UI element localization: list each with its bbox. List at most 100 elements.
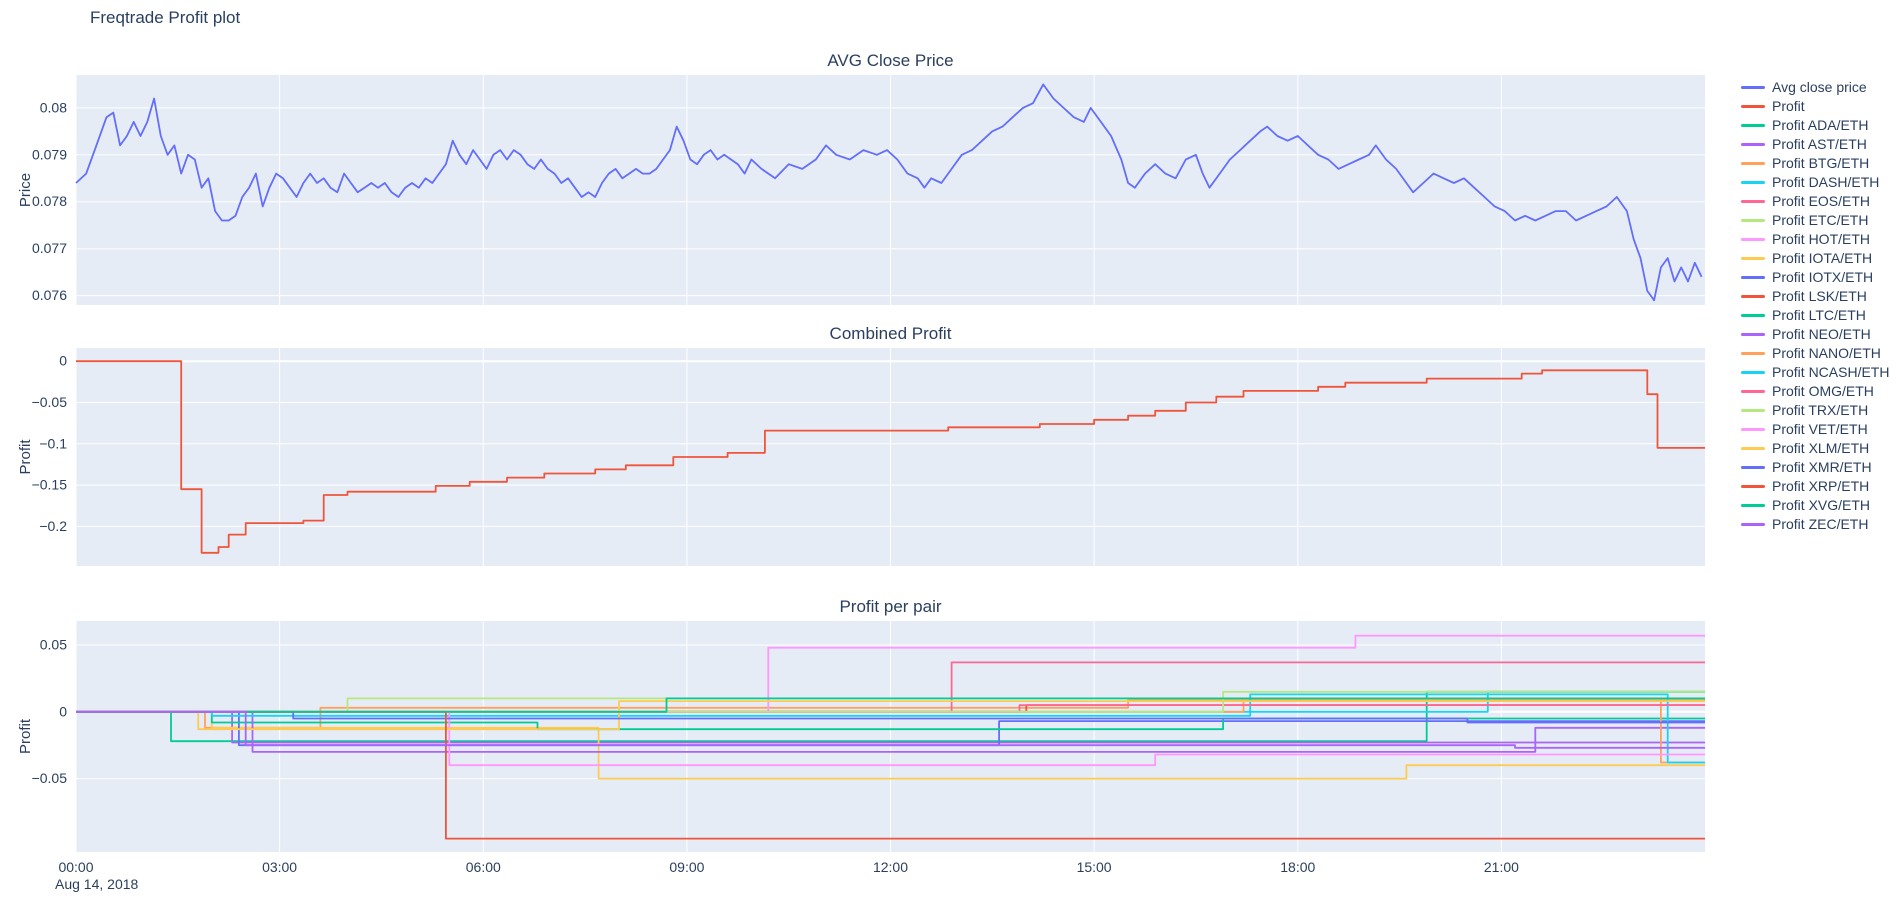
legend-label: Profit BTG/ETH	[1772, 155, 1870, 171]
subplot-title: AVG Close Price	[827, 51, 953, 70]
legend-item-profit-vet-eth[interactable]: Profit VET/ETH	[1741, 420, 1889, 439]
x-tick-label: 03:00	[262, 859, 297, 875]
legend-label: Profit XLM/ETH	[1772, 440, 1870, 456]
legend-item-profit-iota-eth[interactable]: Profit IOTA/ETH	[1741, 249, 1889, 268]
series-avg-close-price	[75, 83, 1703, 302]
legend-item-profit-xrp-eth[interactable]: Profit XRP/ETH	[1741, 477, 1889, 496]
y-tick-label: 0	[59, 353, 67, 369]
legend-item-profit-eos-eth[interactable]: Profit EOS/ETH	[1741, 192, 1889, 211]
legend-label: Profit LSK/ETH	[1772, 288, 1867, 304]
y-axis-title: Price	[17, 173, 34, 207]
legend-item-profit-zec-eth[interactable]: Profit ZEC/ETH	[1741, 515, 1889, 534]
y-tick-label: 0.079	[32, 146, 67, 162]
legend-line-swatch	[1741, 257, 1765, 260]
y-tick-label: 0.05	[40, 637, 67, 653]
legend-label: Profit TRX/ETH	[1772, 402, 1869, 418]
x-tick-label: 09:00	[669, 859, 704, 875]
legend-line-swatch	[1741, 333, 1765, 336]
legend-line-swatch	[1741, 219, 1765, 222]
figure-title: Freqtrade Profit plot	[90, 8, 241, 27]
legend-line-swatch	[1741, 314, 1765, 317]
legend-label: Profit ETC/ETH	[1772, 212, 1869, 228]
legend-label: Profit VET/ETH	[1772, 421, 1868, 437]
y-tick-label: −0.05	[32, 770, 68, 786]
legend-line-swatch	[1741, 86, 1765, 89]
legend-label: Profit DASH/ETH	[1772, 174, 1880, 190]
legend-line-swatch	[1741, 162, 1765, 165]
legend-label: Profit IOTA/ETH	[1772, 250, 1873, 266]
y-tick-label: 0	[59, 703, 67, 719]
legend-line-swatch	[1741, 181, 1765, 184]
legend-label: Profit ZEC/ETH	[1772, 516, 1869, 532]
legend-line-swatch	[1741, 238, 1765, 241]
y-tick-label: 0.078	[32, 193, 67, 209]
legend-label: Profit	[1772, 98, 1805, 114]
legend-label: Profit HOT/ETH	[1772, 231, 1871, 247]
y-tick-label: −0.2	[39, 518, 67, 534]
legend: Avg close price Profit Profit ADA/ETH Profi…	[1741, 78, 1889, 534]
y-tick-label: −0.05	[32, 394, 68, 410]
legend-line-swatch	[1741, 428, 1765, 431]
legend-item-profit-ada-eth[interactable]: Profit ADA/ETH	[1741, 116, 1889, 135]
x-tick-label: 12:00	[873, 859, 908, 875]
legend-line-swatch	[1741, 485, 1765, 488]
legend-item-profit-ast-eth[interactable]: Profit AST/ETH	[1741, 135, 1889, 154]
legend-line-swatch	[1741, 143, 1765, 146]
legend-label: Profit EOS/ETH	[1772, 193, 1871, 209]
y-tick-label: 0.076	[32, 287, 67, 303]
legend-item-profit-omg-eth[interactable]: Profit OMG/ETH	[1741, 382, 1889, 401]
legend-label: Avg close price	[1772, 79, 1867, 95]
legend-line-swatch	[1741, 124, 1765, 127]
legend-label: Profit ADA/ETH	[1772, 117, 1869, 133]
legend-line-swatch	[1741, 523, 1765, 526]
y-tick-label: 0.08	[40, 99, 67, 115]
y-tick-label: −0.15	[32, 477, 68, 493]
legend-label: Profit NANO/ETH	[1772, 345, 1881, 361]
legend-item-profit-trx-eth[interactable]: Profit TRX/ETH	[1741, 401, 1889, 420]
subplot-title: Profit per pair	[839, 597, 941, 616]
legend-line-swatch	[1741, 466, 1765, 469]
legend-item-profit-ltc-eth[interactable]: Profit LTC/ETH	[1741, 306, 1889, 325]
x-tick-label: 06:00	[466, 859, 501, 875]
legend-label: Profit NEO/ETH	[1772, 326, 1871, 342]
x-tick-label: 00:00	[58, 859, 93, 875]
x-tick-label: 21:00	[1484, 859, 1519, 875]
legend-item-profit-hot-eth[interactable]: Profit HOT/ETH	[1741, 230, 1889, 249]
legend-item-profit-neo-eth[interactable]: Profit NEO/ETH	[1741, 325, 1889, 344]
x-axis-date-label: Aug 14, 2018	[55, 876, 139, 892]
legend-line-swatch	[1741, 295, 1765, 298]
legend-line-swatch	[1741, 504, 1765, 507]
legend-line-swatch	[1741, 390, 1765, 393]
legend-label: Profit OMG/ETH	[1772, 383, 1874, 399]
y-tick-label: −0.1	[39, 435, 67, 451]
legend-item-profit-xlm-eth[interactable]: Profit XLM/ETH	[1741, 439, 1889, 458]
legend-item-avg-close-price[interactable]: Avg close price	[1741, 78, 1889, 97]
legend-line-swatch	[1741, 105, 1765, 108]
series-profit-xvg-eth	[76, 697, 1705, 713]
series-profit-zec-eth	[76, 710, 1705, 749]
legend-label: Profit IOTX/ETH	[1772, 269, 1874, 285]
x-tick-label: 15:00	[1077, 859, 1112, 875]
legend-line-swatch	[1741, 371, 1765, 374]
legend-item-profit-xvg-eth[interactable]: Profit XVG/ETH	[1741, 496, 1889, 515]
legend-item-profit-lsk-eth[interactable]: Profit LSK/ETH	[1741, 287, 1889, 306]
series-profit	[76, 360, 1705, 554]
legend-line-swatch	[1741, 276, 1765, 279]
legend-label: Profit XMR/ETH	[1772, 459, 1872, 475]
y-tick-label: 0.077	[32, 240, 67, 256]
legend-item-profit[interactable]: Profit	[1741, 97, 1889, 116]
legend-line-swatch	[1741, 200, 1765, 203]
legend-line-swatch	[1741, 352, 1765, 355]
subplot-title: Combined Profit	[830, 324, 952, 343]
legend-item-profit-etc-eth[interactable]: Profit ETC/ETH	[1741, 211, 1889, 230]
legend-item-profit-ncash-eth[interactable]: Profit NCASH/ETH	[1741, 363, 1889, 382]
legend-item-profit-dash-eth[interactable]: Profit DASH/ETH	[1741, 173, 1889, 192]
legend-item-profit-nano-eth[interactable]: Profit NANO/ETH	[1741, 344, 1889, 363]
legend-item-profit-xmr-eth[interactable]: Profit XMR/ETH	[1741, 458, 1889, 477]
legend-item-profit-iotx-eth[interactable]: Profit IOTX/ETH	[1741, 268, 1889, 287]
legend-item-profit-btg-eth[interactable]: Profit BTG/ETH	[1741, 154, 1889, 173]
legend-label: Profit NCASH/ETH	[1772, 364, 1890, 380]
legend-line-swatch	[1741, 409, 1765, 412]
